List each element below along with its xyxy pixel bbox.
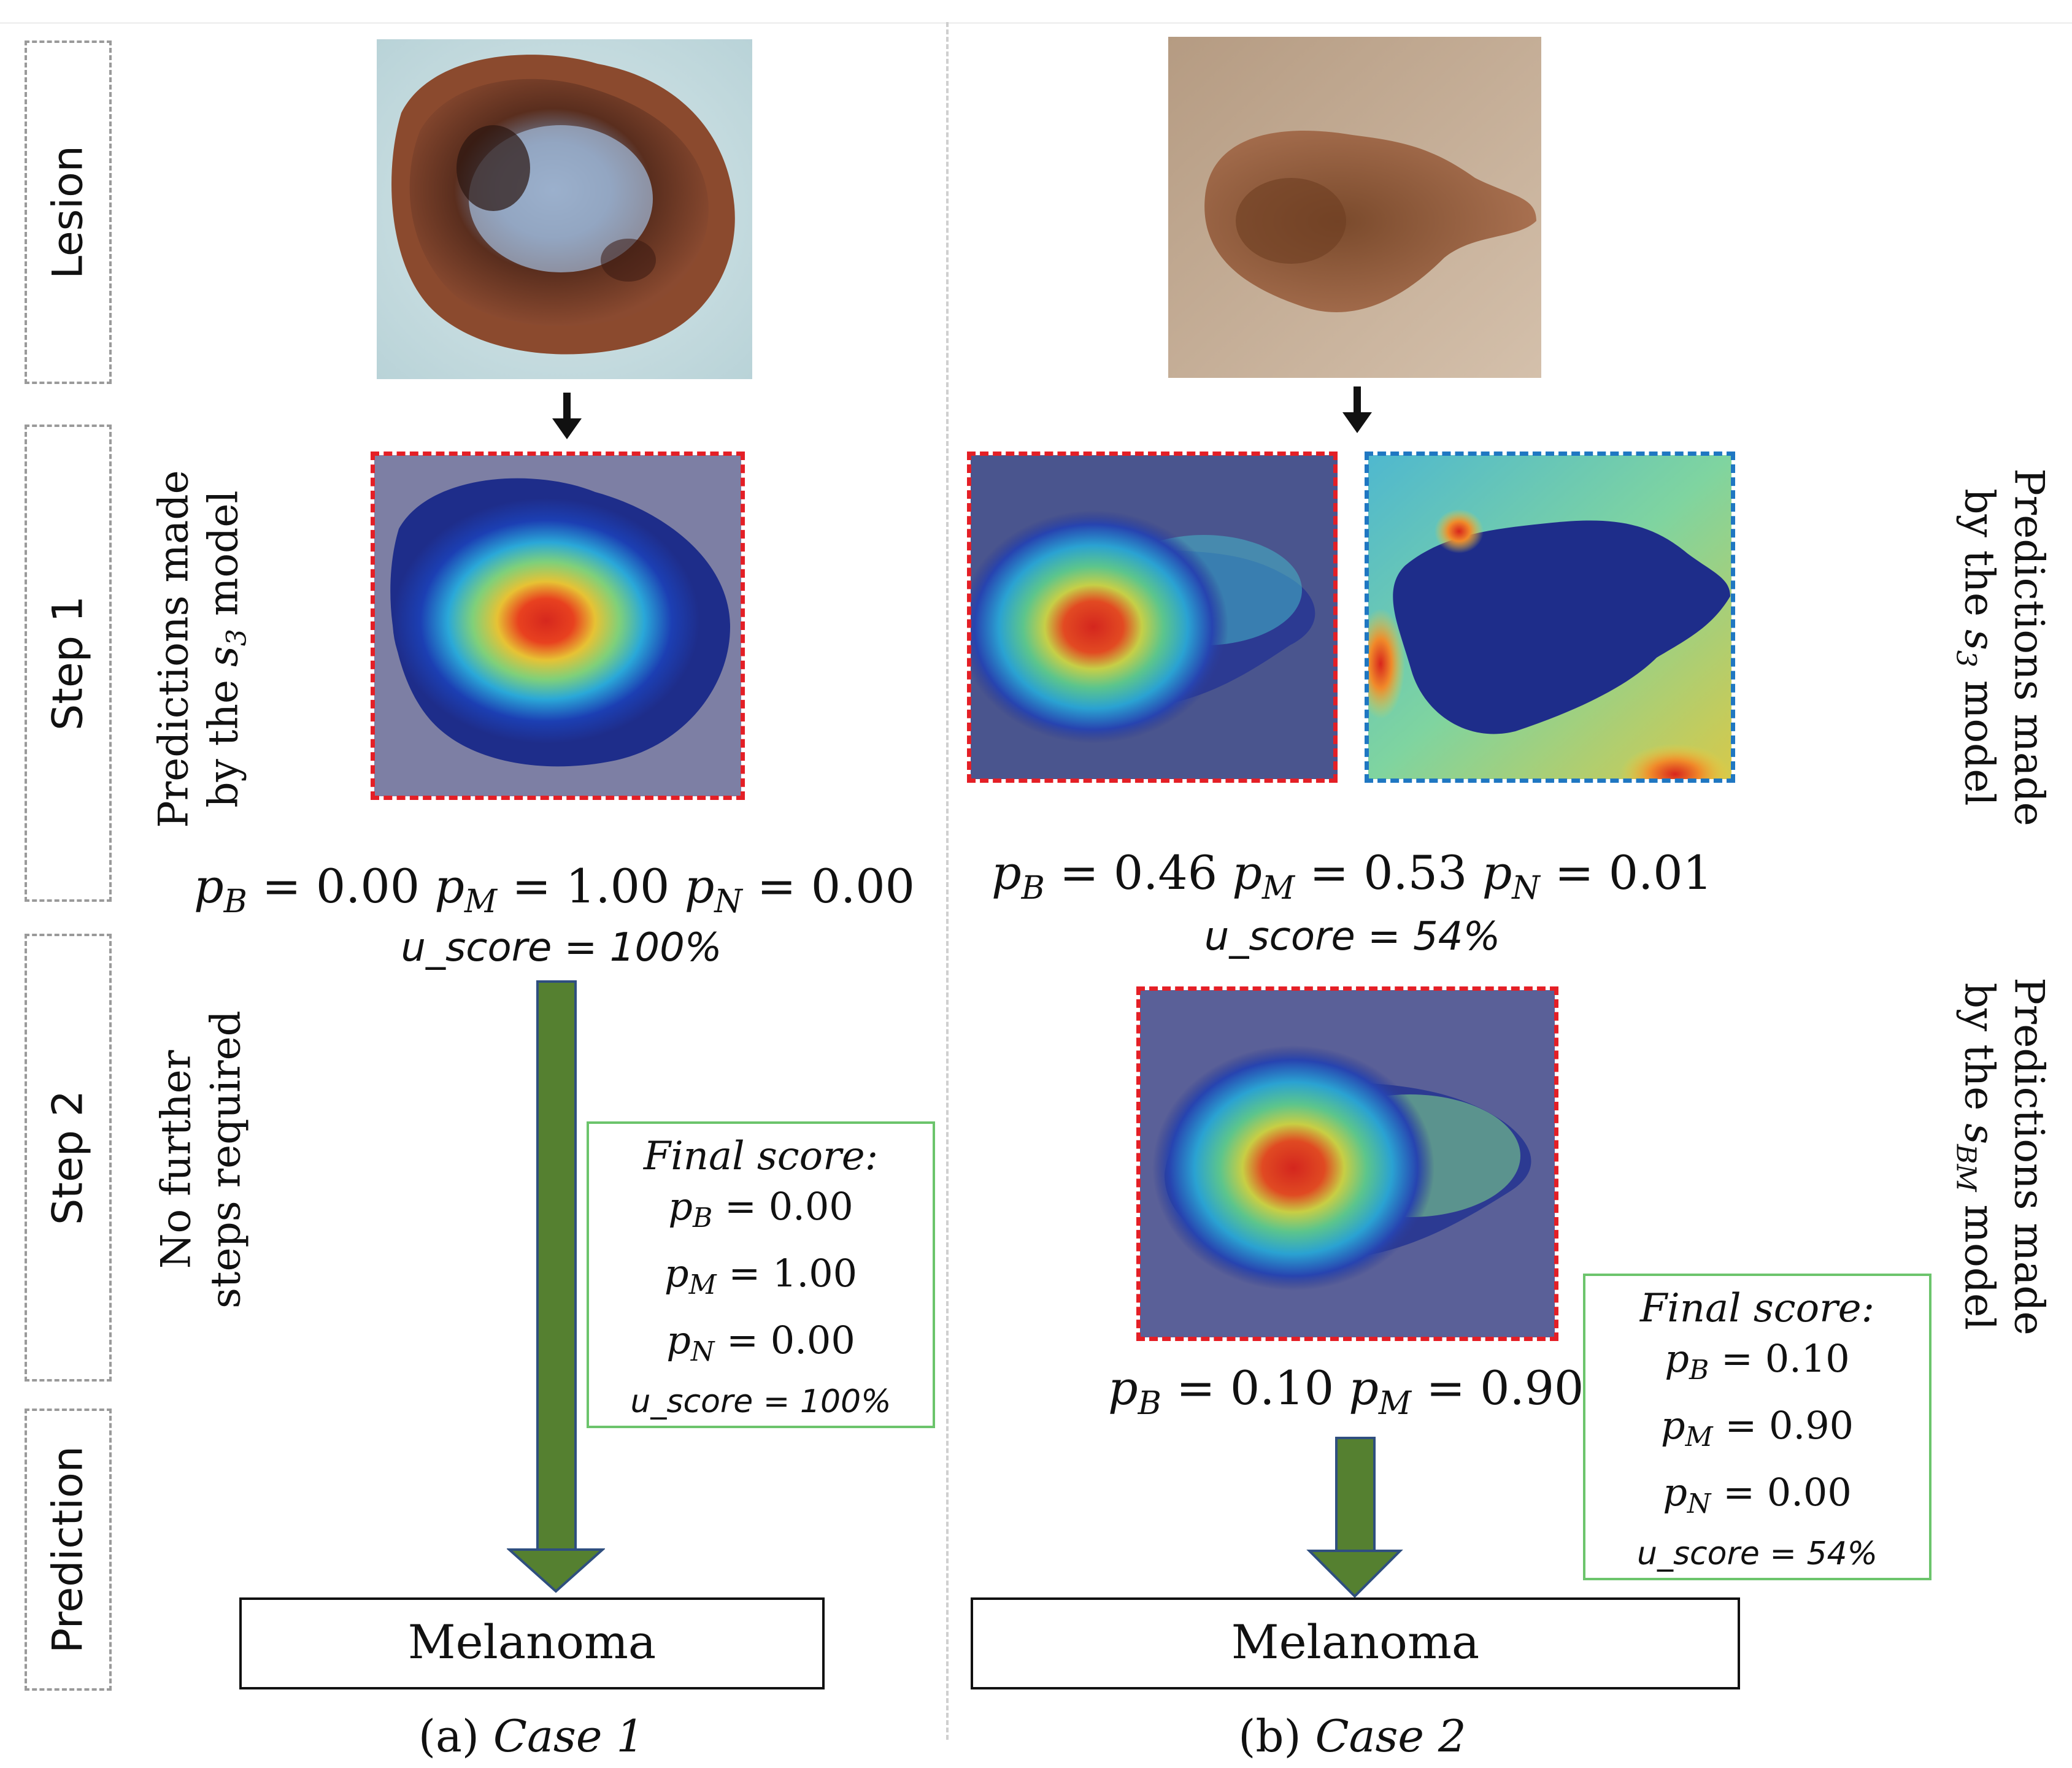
final-score-title: Final score:	[643, 1134, 879, 1179]
arrow-down-icon	[552, 393, 582, 439]
final-score-box-case2: Final score: pB = 0.10 pM = 0.90 pN = 0.…	[1583, 1274, 1931, 1580]
row-box-prediction: Prediction	[25, 1409, 112, 1691]
annotation-line2: by the s3 model	[1950, 488, 2004, 806]
pB-value: 0.00	[315, 859, 420, 913]
row-label-prediction: Prediction	[44, 1446, 93, 1653]
row-label-step2: Step 2	[44, 1090, 93, 1225]
output-box-case2: Melanoma	[971, 1597, 1740, 1689]
pM-value: 0.53	[1363, 845, 1468, 900]
pB-value: 0.10	[1230, 1361, 1334, 1415]
heatmap-case2-s3-nevus	[1368, 455, 1731, 779]
final-pM: pM = 0.90	[1660, 1403, 1854, 1453]
annotation-line1: Predictions made	[2005, 977, 2053, 1336]
row-box-step2: Step 2	[25, 934, 112, 1382]
prediction-frame-case2-melanoma	[967, 452, 1338, 783]
annotation-case2-step1: Predictions made by the s3 model	[1949, 468, 2053, 826]
output-box-case1: Melanoma	[239, 1597, 825, 1689]
probs-case2-step2: pB = 0.10 pM = 0.90	[1108, 1361, 1584, 1422]
final-uscore: u_score = 54%	[1636, 1535, 1878, 1572]
caption-case1: (a) Case 1	[418, 1710, 645, 1762]
pM-value: 0.90	[1480, 1361, 1584, 1415]
annotation-case2-step2: Predictions made by the sBM model	[1949, 977, 2053, 1335]
annotation-line1: Predictions made	[2005, 468, 2053, 826]
arrow-down-large-icon	[507, 980, 605, 1593]
final-pM: pM = 1.00	[664, 1251, 858, 1301]
final-score-box-case1: Final score: pB = 0.00 pM = 1.00 pN = 0.…	[587, 1121, 935, 1428]
arrow-down-icon	[1342, 386, 1372, 433]
pB-value: 0.46	[1113, 845, 1218, 900]
caption-case2: (b) Case 2	[1238, 1710, 1466, 1762]
case-separator	[946, 22, 949, 1740]
final-uscore: u_score = 100%	[630, 1383, 892, 1420]
probs-case1-step1: pB = 0.00 pM = 1.00 pN = 0.00	[194, 859, 915, 920]
annotation-line1: No further	[152, 1050, 200, 1269]
prediction-frame-case1	[371, 452, 745, 800]
annotation-line2: by the sBM model	[1950, 982, 2004, 1331]
final-pB: pB = 0.10	[1665, 1336, 1850, 1386]
pM-value: 1.00	[566, 859, 670, 913]
row-label-lesion: Lesion	[44, 145, 93, 279]
pN-value: 0.00	[811, 859, 915, 913]
row-box-lesion: Lesion	[25, 40, 112, 384]
uscore-case2-step1: u_score = 54%	[1204, 914, 1501, 959]
heatmap-case1-s3	[374, 455, 741, 796]
lesion-image-case2	[1168, 37, 1541, 378]
prediction-frame-case2-step2	[1136, 986, 1558, 1341]
uscore-case1-step1: u_score = 100%	[401, 925, 722, 970]
final-pN: pN = 0.00	[666, 1318, 855, 1367]
annotation-line1: Predictions made	[150, 470, 198, 828]
lesion-image-case1	[377, 39, 752, 379]
pN-value: 0.01	[1608, 845, 1712, 900]
final-pN: pN = 0.00	[1663, 1470, 1852, 1520]
top-border	[0, 22, 2072, 24]
annotation-line2: steps required	[202, 1010, 249, 1309]
row-label-step1: Step 1	[44, 596, 93, 731]
arrow-down-large-icon	[1306, 1437, 1403, 1598]
annotation-case1-step2: No further steps required	[152, 1010, 250, 1309]
heatmap-case2-sbm	[1140, 990, 1555, 1337]
annotation-line2: by the s3 model	[199, 490, 253, 808]
annotation-case1-step1: Predictions made by the s3 model	[149, 470, 253, 828]
prediction-frame-case2-other	[1365, 452, 1735, 783]
heatmap-case2-s3-melanoma	[971, 455, 1338, 779]
row-box-step1: Step 1	[25, 425, 112, 902]
final-score-title: Final score:	[1639, 1286, 1875, 1331]
probs-case2-step1: pB = 0.46 pM = 0.53 pN = 0.01	[992, 845, 1712, 907]
final-pB: pB = 0.00	[668, 1184, 853, 1234]
